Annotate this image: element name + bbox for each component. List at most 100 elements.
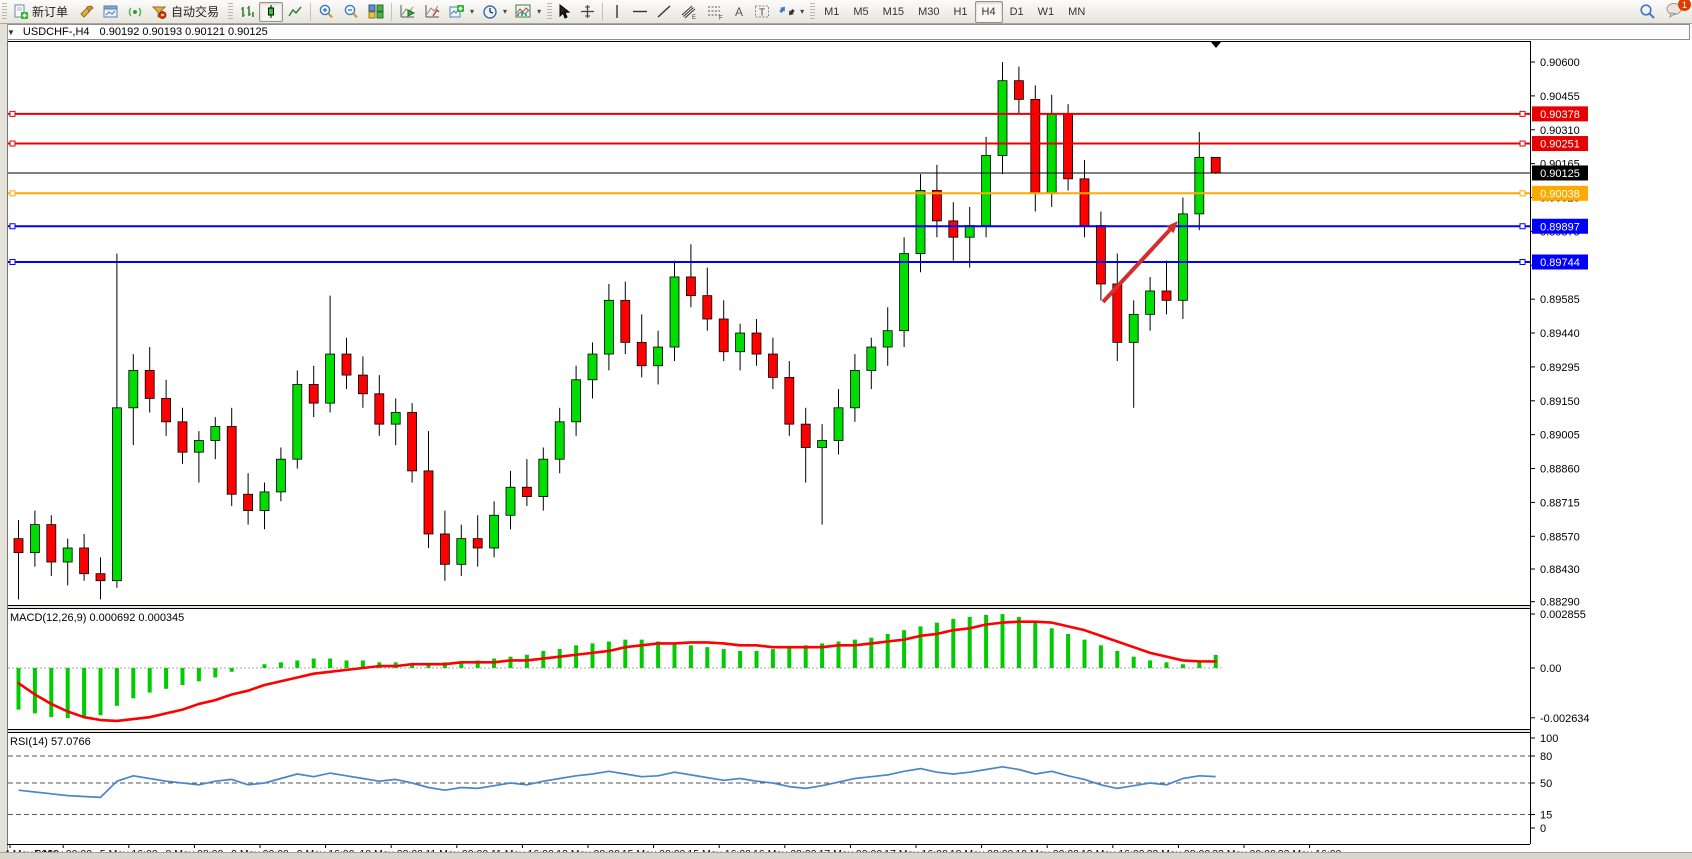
search-icon[interactable] [1639, 3, 1656, 20]
signal-icon [128, 7, 142, 17]
bear-candle [686, 276, 696, 297]
bull-candle [604, 299, 614, 355]
toolbar-separator [310, 2, 312, 21]
chart-shift-marker[interactable] [1211, 42, 1221, 48]
notifications-button[interactable]: 1 [1666, 0, 1691, 21]
level-endpoint-marker[interactable] [9, 140, 16, 147]
new-order-label: 新订单 [32, 5, 69, 19]
price-axis-tick: 0.89585 [1540, 294, 1580, 306]
bull-candle [1178, 213, 1188, 301]
toolbar-grip[interactable] [810, 2, 816, 21]
line-chart-mode-button[interactable] [283, 2, 307, 22]
bear-candle [932, 190, 942, 222]
arrows-tool-dropdown[interactable]: ▾ [775, 2, 808, 22]
bull-candle [571, 379, 581, 423]
level-endpoint-marker[interactable] [1519, 140, 1526, 147]
chart-window-icon [103, 5, 118, 17]
auto-trading-button[interactable]: 自动交易 [147, 2, 226, 22]
tab-timeframe-mn[interactable]: MN [1068, 5, 1086, 18]
tab-timeframe-w1[interactable]: W1 [1037, 5, 1055, 18]
bull-candle [193, 440, 204, 453]
bear-candle [1063, 113, 1073, 180]
zoom-in-button[interactable] [314, 2, 339, 22]
bull-candle [997, 80, 1008, 156]
indicators-button[interactable] [395, 2, 420, 22]
signals-button[interactable] [123, 2, 147, 22]
price-axis-tick: 0.88715 [1540, 497, 1580, 509]
fibonacci-tool[interactable]: F [702, 2, 728, 22]
zoom-out-button[interactable] [339, 2, 364, 22]
bull-candle [259, 491, 270, 511]
auto-trading-icon [151, 6, 167, 19]
horizontal-line-tool[interactable] [628, 2, 652, 22]
tile-windows-button[interactable] [364, 2, 388, 22]
bull-candle [62, 547, 73, 563]
bull-candle [866, 346, 877, 371]
market-watch-button[interactable] [99, 2, 123, 22]
tab-timeframe-h1[interactable]: H1 [953, 5, 968, 18]
rsi-axis-tick: 15 [1540, 810, 1552, 822]
annotation-arrow[interactable] [1101, 228, 1172, 304]
macd-axis-tick: 0.00 [1540, 663, 1561, 675]
level-endpoint-marker[interactable] [1519, 259, 1526, 265]
bear-candle [226, 426, 237, 495]
text-label-tool[interactable]: T [750, 2, 775, 22]
level-endpoint-marker[interactable] [9, 223, 16, 230]
chevron-down-icon: ▾ [503, 7, 508, 16]
macd-axis-tick: -0.002634 [1540, 713, 1590, 725]
bear-candle [636, 341, 647, 367]
level-endpoint-marker[interactable] [9, 259, 16, 265]
bear-candle [13, 538, 24, 554]
bear-candle [357, 374, 368, 395]
bear-candle [79, 547, 89, 575]
bear-candle [46, 524, 57, 563]
candlestick-mode-button[interactable] [259, 1, 284, 22]
price-axis-tick: 0.88570 [1540, 531, 1580, 543]
price-axis-tick: 0.90310 [1540, 125, 1580, 137]
vertical-line-tool[interactable] [606, 2, 628, 22]
tab-timeframe-m5[interactable]: M5 [853, 5, 869, 18]
level-endpoint-marker[interactable] [9, 110, 16, 117]
timeframe-dropdown[interactable]: ▾ [478, 2, 511, 22]
svg-text:F: F [719, 15, 723, 20]
bear-candle [1014, 80, 1024, 100]
cursor-tool-button[interactable] [554, 2, 576, 22]
level-endpoint-marker[interactable] [1519, 190, 1526, 197]
bear-candle [784, 377, 795, 425]
text-tool[interactable]: A [728, 2, 750, 22]
period-settings-button[interactable] [420, 2, 445, 22]
trendline-tool[interactable] [652, 2, 676, 22]
tab-timeframe-d1[interactable]: D1 [1009, 5, 1024, 18]
crosshair-tool-button[interactable] [576, 2, 599, 22]
toolbar-grip[interactable] [547, 2, 553, 21]
price-tag [1532, 185, 1588, 201]
add-indicator-dropdown[interactable]: ▾ [445, 2, 478, 22]
tab-timeframe-m30[interactable]: M30 [918, 5, 940, 18]
text-label-icon: T [755, 5, 770, 19]
equidistant-channel-tool[interactable]: E [676, 2, 702, 22]
tools-button[interactable] [75, 2, 99, 22]
level-endpoint-marker[interactable] [9, 190, 16, 197]
new-order-button[interactable]: 新订单 [9, 2, 75, 22]
bear-candle [144, 370, 155, 399]
new-order-icon [14, 4, 28, 19]
toolbar-separator [602, 2, 604, 21]
bear-candle [243, 493, 254, 511]
level-endpoint-marker[interactable] [1519, 110, 1526, 117]
toolbar-grip[interactable] [2, 2, 7, 21]
bar-chart-mode-button[interactable] [235, 2, 259, 22]
one-click-expand-icon[interactable]: ▼ [7, 27, 15, 37]
level-endpoint-marker[interactable] [1519, 223, 1526, 230]
price-tag-label: 0.90251 [1540, 139, 1580, 151]
chevron-down-icon: ▾ [470, 7, 475, 16]
tab-timeframe-m15[interactable]: M15 [882, 5, 905, 18]
price-axis-tick: 0.88430 [1540, 564, 1580, 576]
price-tag-label: 0.89897 [1540, 221, 1580, 233]
template-dropdown[interactable]: ▾ [511, 2, 545, 22]
bear-candle [948, 220, 959, 238]
bar-chart-icon [241, 6, 254, 17]
toolbar-grip[interactable] [228, 2, 234, 21]
tab-timeframe-h4[interactable]: H4 [974, 0, 1003, 23]
tab-timeframe-m1[interactable]: M1 [824, 5, 840, 18]
